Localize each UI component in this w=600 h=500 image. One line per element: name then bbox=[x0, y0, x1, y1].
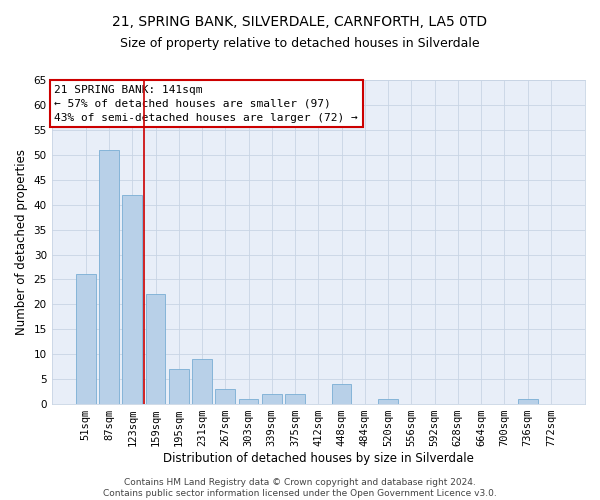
Bar bbox=[169, 369, 188, 404]
Y-axis label: Number of detached properties: Number of detached properties bbox=[15, 149, 28, 335]
X-axis label: Distribution of detached houses by size in Silverdale: Distribution of detached houses by size … bbox=[163, 452, 474, 465]
Bar bbox=[332, 384, 352, 404]
Bar bbox=[76, 274, 95, 404]
Bar bbox=[518, 399, 538, 404]
Bar bbox=[122, 194, 142, 404]
Bar bbox=[285, 394, 305, 404]
Text: Contains HM Land Registry data © Crown copyright and database right 2024.
Contai: Contains HM Land Registry data © Crown c… bbox=[103, 478, 497, 498]
Bar bbox=[146, 294, 166, 404]
Text: 21 SPRING BANK: 141sqm
← 57% of detached houses are smaller (97)
43% of semi-det: 21 SPRING BANK: 141sqm ← 57% of detached… bbox=[55, 85, 358, 123]
Bar bbox=[262, 394, 282, 404]
Bar bbox=[215, 389, 235, 404]
Bar bbox=[192, 359, 212, 404]
Bar bbox=[239, 399, 259, 404]
Bar bbox=[378, 399, 398, 404]
Text: 21, SPRING BANK, SILVERDALE, CARNFORTH, LA5 0TD: 21, SPRING BANK, SILVERDALE, CARNFORTH, … bbox=[112, 15, 488, 29]
Bar bbox=[99, 150, 119, 404]
Text: Size of property relative to detached houses in Silverdale: Size of property relative to detached ho… bbox=[120, 38, 480, 51]
